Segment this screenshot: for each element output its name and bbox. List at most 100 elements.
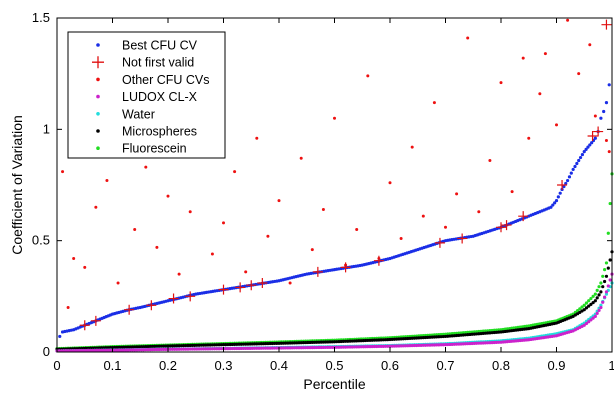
data-point <box>587 299 591 303</box>
legend-box <box>67 31 226 159</box>
data-point <box>228 342 232 347</box>
legend-label: Microspheres <box>122 125 197 139</box>
data-point <box>584 301 589 305</box>
data-point <box>361 345 365 349</box>
data-point <box>244 270 248 274</box>
data-point <box>244 346 248 350</box>
data-point <box>218 284 229 295</box>
data-point <box>399 344 403 348</box>
data-point <box>84 348 88 353</box>
legend-marker <box>96 77 100 82</box>
data-point <box>290 341 294 345</box>
data-point <box>175 344 179 348</box>
data-point <box>79 348 84 353</box>
data-point <box>146 300 157 311</box>
data-point <box>161 347 166 351</box>
data-point <box>392 344 397 348</box>
data-point <box>588 143 592 147</box>
data-point <box>496 222 506 233</box>
data-point <box>569 171 573 175</box>
x-tick-label: 0.8 <box>492 358 510 373</box>
data-point <box>591 300 595 305</box>
series-not-first-valid <box>79 19 612 331</box>
series-best-cfu-cv <box>58 83 611 339</box>
legend-label: Best CFU CV <box>122 39 198 53</box>
data-point <box>315 340 319 344</box>
data-point <box>208 347 212 351</box>
data-point <box>164 347 168 351</box>
data-point <box>168 293 179 304</box>
data-point <box>432 343 436 347</box>
data-point <box>133 345 137 349</box>
data-point <box>352 345 357 349</box>
data-point <box>190 347 195 351</box>
data-point <box>148 348 152 352</box>
data-point <box>297 346 301 350</box>
data-point <box>139 345 143 349</box>
data-point <box>604 101 609 105</box>
data-point <box>357 345 361 349</box>
data-point <box>217 343 221 347</box>
data-point <box>268 346 272 350</box>
data-point <box>295 341 299 345</box>
data-point <box>137 348 141 352</box>
data-point <box>193 347 197 351</box>
data-point <box>155 245 159 249</box>
data-point <box>595 288 599 292</box>
data-point <box>237 342 241 346</box>
data-point <box>558 191 562 195</box>
data-point <box>567 175 572 179</box>
data-point <box>587 131 598 142</box>
data-point <box>90 348 95 353</box>
data-point <box>119 345 123 349</box>
data-point <box>179 344 183 348</box>
data-point <box>222 221 225 225</box>
data-point <box>584 321 589 326</box>
data-point <box>359 345 363 349</box>
data-point <box>377 344 381 349</box>
data-point <box>239 342 243 346</box>
data-point <box>186 343 190 348</box>
data-point <box>266 234 270 238</box>
data-point <box>587 320 591 324</box>
data-point <box>150 347 155 352</box>
data-point <box>304 346 308 350</box>
data-point <box>319 345 323 350</box>
data-point <box>597 285 601 289</box>
data-point <box>99 348 103 352</box>
data-point <box>589 296 593 301</box>
data-point <box>597 293 601 297</box>
series-microspheres <box>55 250 614 351</box>
data-point <box>339 345 343 349</box>
data-point <box>179 347 183 351</box>
data-point <box>571 167 575 172</box>
data-point <box>372 344 377 349</box>
data-point <box>595 311 599 316</box>
data-point <box>144 348 148 352</box>
data-point <box>324 340 328 344</box>
data-point <box>246 342 250 346</box>
data-point <box>128 348 132 352</box>
data-point <box>415 343 419 348</box>
x-tick-label: 0 <box>53 358 60 373</box>
x-tick-label: 0.1 <box>103 358 121 373</box>
data-point <box>573 164 577 169</box>
axis-ticks: 0 0.1 0.2 0.3 0.4 0.5 0.6 0.7 0.8 0.9 1 0 0.5 1 1.5 <box>32 10 614 373</box>
data-point <box>582 150 586 154</box>
x-tick-label: 0.2 <box>159 358 177 373</box>
data-point <box>66 305 70 309</box>
data-point <box>521 56 525 60</box>
data-point <box>397 344 401 348</box>
data-point <box>308 340 312 345</box>
data-point <box>582 303 586 307</box>
data-point <box>259 342 263 346</box>
data-point <box>221 343 226 347</box>
data-point <box>105 179 109 183</box>
data-point <box>186 347 190 351</box>
data-point <box>344 345 348 349</box>
data-point <box>115 345 119 350</box>
data-point <box>266 346 270 350</box>
legend: Best CFU CV Not first valid Other CFU CVs L… <box>67 31 226 159</box>
data-point <box>124 345 128 349</box>
data-point <box>157 347 161 352</box>
